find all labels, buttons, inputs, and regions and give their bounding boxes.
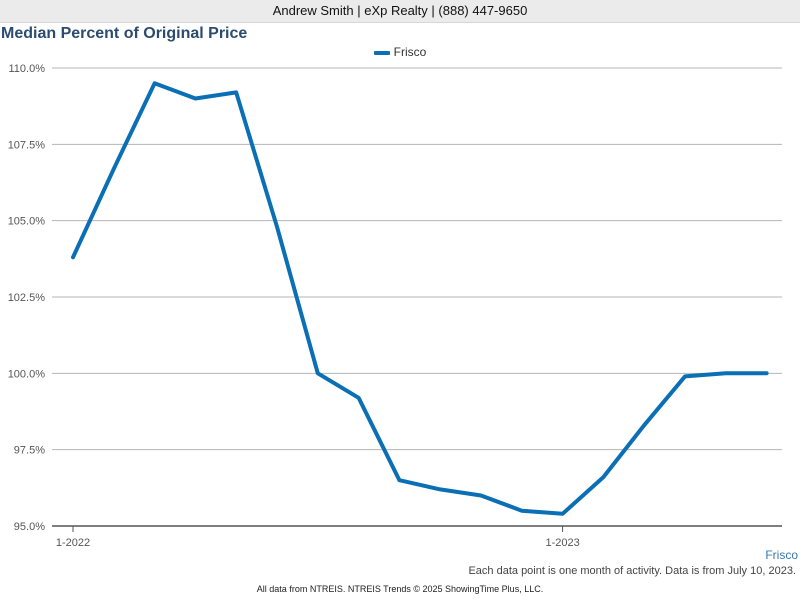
y-tick-label: 110.0%: [9, 63, 46, 75]
legend-label-frisco: Frisco: [393, 45, 427, 59]
agent-contact-text: Andrew Smith | eXp Realty | (888) 447-96…: [272, 3, 528, 18]
series-link-frisco[interactable]: Frisco: [765, 548, 798, 562]
y-tick-label: 105.0%: [8, 216, 46, 228]
legend-swatch-frisco: [373, 50, 390, 55]
y-axis-ticks: 95.0% 97.5% 100.0% 102.5% 105.0% 107.5% 110.0%: [8, 63, 46, 533]
series-line-frisco: [71, 81, 769, 516]
y-tick-label: 97.5%: [14, 445, 45, 457]
y-tick-label: 102.5%: [8, 292, 46, 304]
x-axis-ticks: 1-2022 1-2023: [56, 526, 580, 549]
y-tick-label: 107.5%: [8, 139, 46, 151]
x-tick-label: 1-2022: [56, 537, 90, 549]
source-footer: All data from NTREIS. NTREIS Trends © 20…: [256, 584, 544, 594]
data-note: Each data point is one month of activity…: [468, 565, 796, 577]
agent-contact-bar: Andrew Smith | eXp Realty | (888) 447-96…: [0, 0, 800, 23]
chart-legend: Frisco: [0, 45, 800, 59]
x-tick-label: 1-2023: [545, 537, 579, 549]
y-tick-label: 100.0%: [8, 368, 46, 380]
y-tick-label: 95.0%: [14, 521, 45, 533]
chart-grid: [52, 67, 782, 451]
chart-title: Median Percent of Original Price: [1, 25, 248, 42]
